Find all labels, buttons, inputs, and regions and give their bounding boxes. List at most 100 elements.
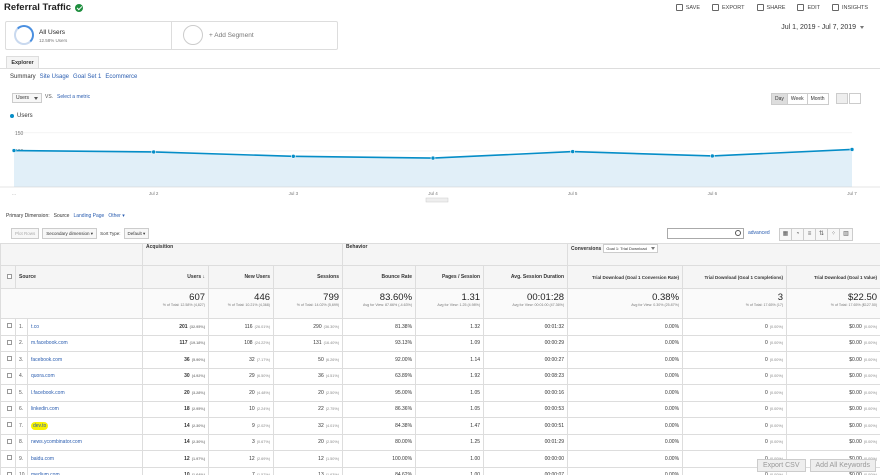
col-source[interactable]: Source xyxy=(14,265,144,289)
granularity-week[interactable]: Week xyxy=(787,94,808,104)
goal-select[interactable]: Goal 1: Trial Download xyxy=(603,244,658,253)
row-checkbox[interactable] xyxy=(7,372,12,378)
data-point[interactable] xyxy=(430,155,436,161)
data-point[interactable] xyxy=(849,147,855,152)
add-segment-button[interactable]: + Add Segment xyxy=(209,32,254,39)
add-all-keywords-button[interactable]: Add All Keywords xyxy=(809,459,876,472)
chart-resize-handle[interactable] xyxy=(425,197,449,203)
performance-view-icon[interactable]: ≡ xyxy=(804,229,816,240)
table-row[interactable]: 7. dev.to 14 (2.30%) 9 (2.02%) 32 (4.01%) 84.38%… xyxy=(0,417,880,435)
table-row[interactable]: 6. linkedin.com 18 (2.95%) 10 (2.24%) 22 (2.75%… xyxy=(0,400,880,418)
comparison-view-icon[interactable]: ⇅ xyxy=(816,229,828,240)
share-button[interactable]: SHARE xyxy=(756,4,785,11)
granularity-day[interactable]: Day xyxy=(772,94,788,104)
subtab-summary[interactable]: Summary xyxy=(10,74,36,80)
granularity-month[interactable]: Month xyxy=(807,94,828,104)
col-users[interactable]: Users ↓ xyxy=(142,265,210,289)
cell-sessions: 22 (2.75%) xyxy=(273,400,344,418)
table-row[interactable]: 3. facebook.com 36 (5.90%) 32 (7.17%) 50 (6.26%… xyxy=(0,351,880,369)
select-metric-link[interactable]: Select a metric xyxy=(57,94,91,100)
percentage-view-icon[interactable]: ◔ xyxy=(792,229,804,240)
row-checkbox[interactable] xyxy=(7,455,12,461)
col-bounce-rate[interactable]: Bounce Rate xyxy=(342,265,417,289)
col-value[interactable]: Trial Download (Goal 1 Value) xyxy=(786,265,880,289)
select-all-checkbox[interactable] xyxy=(7,273,12,279)
tab-divider xyxy=(0,68,880,69)
row-checkbox[interactable] xyxy=(7,471,12,475)
plot-rows-button[interactable]: Plot Rows xyxy=(11,228,40,239)
save-icon xyxy=(675,4,683,11)
sort-type-select[interactable]: Default ▾ xyxy=(123,228,150,239)
data-point[interactable] xyxy=(151,149,156,155)
cell-completions: 0(0.00%) xyxy=(682,334,788,352)
table-row[interactable]: 9. baidu.com 12 (1.97%) 12 (2.69%) 12 (1.50%) 10… xyxy=(0,450,880,468)
term-cloud-icon[interactable]: ⁘ xyxy=(828,229,840,240)
source-link[interactable]: quora.com xyxy=(26,367,144,385)
row-checkbox[interactable] xyxy=(7,339,12,345)
segment-sublabel: 12.58% Users xyxy=(39,38,68,43)
source-link[interactable]: t.co xyxy=(26,318,144,336)
export-button[interactable]: EXPORT xyxy=(712,4,745,11)
data-point[interactable] xyxy=(570,149,575,154)
dimension-other[interactable]: Other ▾ xyxy=(108,213,125,219)
col-conversion-rate[interactable]: Trial Download (Goal 1 Conversion Rate) xyxy=(567,265,684,289)
cell-conv-rate: 0.00% xyxy=(567,351,684,369)
advanced-filter-link[interactable]: advanced xyxy=(748,230,770,236)
col-completions[interactable]: Trial Download (Goal 1 Completions) xyxy=(682,265,788,289)
pivot-view-icon[interactable]: ▥ xyxy=(840,229,852,240)
row-index: 9. xyxy=(15,450,28,468)
cell-conv-rate: 0.00% xyxy=(567,417,684,435)
cell-users: 14 (2.30%) xyxy=(142,433,210,451)
cell-conv-rate: 0.00% xyxy=(567,334,684,352)
table-row[interactable]: 5. l.facebook.com 20 (3.28%) 20 (4.48%) 20 (2.5… xyxy=(0,384,880,402)
table-row[interactable]: 2. m.facebook.com 117 (19.18%) 108 (24.22%) 13… xyxy=(0,334,880,352)
insights-button[interactable]: INSIGHTS xyxy=(832,4,868,11)
segment-all-users[interactable]: All Users 12.58% Users xyxy=(6,22,172,49)
search-icon[interactable] xyxy=(735,230,741,236)
row-checkbox[interactable] xyxy=(7,438,12,444)
source-link[interactable]: l.facebook.com xyxy=(26,384,144,402)
table-row[interactable]: 1. t.co 201 (32.95%) 116 (26.01%) 290 (36.30%) 8… xyxy=(0,318,880,336)
secondary-dimension-select[interactable]: Secondary dimension ▾ xyxy=(42,228,98,239)
motion-chart-icon[interactable] xyxy=(849,93,861,104)
row-checkbox[interactable] xyxy=(7,323,12,329)
dimension-landing-page[interactable]: Landing Page xyxy=(73,213,105,219)
save-button[interactable]: SAVE xyxy=(675,4,700,11)
row-checkbox[interactable] xyxy=(7,422,12,428)
metric-select[interactable]: Users xyxy=(12,93,42,103)
source-link[interactable]: dev.to xyxy=(26,417,144,435)
line-chart-icon[interactable] xyxy=(836,93,848,104)
export-csv-button[interactable]: Export CSV xyxy=(756,459,806,472)
cell-avg-duration: 00:00:16 xyxy=(483,384,569,402)
source-link[interactable]: news.ycombinator.com xyxy=(26,433,144,451)
row-checkbox[interactable] xyxy=(7,405,12,411)
col-pages-session[interactable]: Pages / Session xyxy=(415,265,485,289)
tab-explorer[interactable]: Explorer xyxy=(6,56,39,69)
edit-button[interactable]: EDIT xyxy=(797,4,820,11)
source-link[interactable]: facebook.com xyxy=(26,351,144,369)
row-checkbox[interactable] xyxy=(7,356,12,362)
source-link[interactable]: linkedin.com xyxy=(26,400,144,418)
report-title: Referral Traffic xyxy=(4,2,84,13)
col-sessions[interactable]: Sessions xyxy=(273,265,344,289)
table-search-input[interactable] xyxy=(667,228,744,239)
col-avg-session-duration[interactable]: Avg. Session Duration xyxy=(483,265,569,289)
source-link[interactable]: m.facebook.com xyxy=(26,334,144,352)
source-link[interactable]: medium.com xyxy=(26,466,144,475)
date-range-picker[interactable]: Jul 1, 2019 - Jul 7, 2019 xyxy=(781,24,864,31)
report-title-text: Referral Traffic xyxy=(4,2,72,13)
col-new-users[interactable]: New Users xyxy=(208,265,275,289)
cell-new-users: 116 (26.01%) xyxy=(208,318,275,336)
subtab-ecommerce[interactable]: Ecommerce xyxy=(105,74,138,80)
data-point[interactable] xyxy=(710,153,715,159)
table-row[interactable]: 10.medium.com10(1.64%)7(1.57%)13(1.63%)8… xyxy=(0,466,880,475)
data-point[interactable] xyxy=(11,148,17,153)
table-row[interactable]: 4. quora.com 30 (4.92%) 29 (6.50%) 36 (4.51%) 63… xyxy=(0,367,880,385)
source-link[interactable]: baidu.com xyxy=(26,450,144,468)
subtab-site-usage[interactable]: Site Usage xyxy=(39,74,70,80)
data-point[interactable] xyxy=(291,154,296,159)
data-view-icon[interactable]: ▦ xyxy=(780,229,792,240)
row-checkbox[interactable] xyxy=(7,389,12,395)
subtab-goal-set-1[interactable]: Goal Set 1 xyxy=(73,74,102,80)
table-row[interactable]: 8. news.ycombinator.com 14 (2.30%) 3 (0.67%) 2… xyxy=(0,433,880,451)
